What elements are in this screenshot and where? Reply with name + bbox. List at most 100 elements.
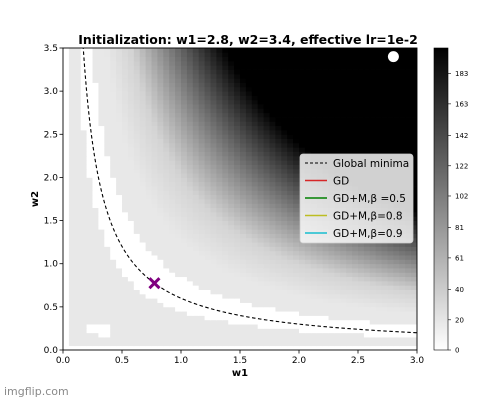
heatmap-cell (163, 104, 170, 109)
heatmap-cell (399, 345, 406, 350)
heatmap-cell (346, 108, 353, 114)
heatmap-cell (133, 280, 141, 286)
heatmap-cell (234, 272, 241, 278)
heatmap-cell (74, 332, 82, 338)
heatmap-cell (80, 276, 87, 282)
heatmap-cell (299, 293, 306, 299)
heatmap-cell (369, 91, 377, 96)
heatmap-cell (175, 181, 182, 187)
heatmap-cell (393, 285, 400, 290)
heatmap-cell (110, 69, 117, 75)
heatmap-cell (175, 60, 182, 66)
heatmap-cell (275, 194, 282, 200)
heatmap-cell (86, 302, 93, 308)
heatmap-cell (287, 199, 294, 204)
heatmap-cell (204, 298, 211, 303)
heatmap-cell (263, 60, 270, 66)
heatmap-cell (405, 319, 412, 325)
heatmap-cell (145, 263, 152, 269)
heatmap-cell (234, 108, 241, 114)
heatmap-cell (340, 250, 347, 256)
heatmap-cell (346, 332, 353, 338)
heatmap-cell (163, 82, 170, 88)
colorbar-tick-label: 81 (455, 224, 464, 232)
heatmap-cell (269, 155, 276, 161)
heatmap-cell (369, 112, 377, 118)
heatmap-cell (92, 186, 99, 191)
heatmap-cell (116, 233, 123, 239)
heatmap-cell (222, 117, 229, 122)
heatmap-cell (145, 138, 152, 144)
heatmap-cell (293, 138, 300, 144)
heatmap-cell (369, 82, 377, 88)
heatmap-cell (334, 268, 341, 273)
heatmap-cell (175, 52, 182, 58)
heatmap-cell (340, 65, 347, 70)
heatmap-cell (63, 319, 70, 325)
heatmap-cell (186, 112, 194, 118)
heatmap-cell (316, 48, 323, 53)
heatmap-cell (257, 302, 264, 308)
heatmap-cell (204, 151, 211, 157)
heatmap-cell (275, 69, 282, 75)
heatmap-cell (275, 125, 282, 131)
heatmap-cell (316, 255, 323, 260)
heatmap-cell (80, 207, 87, 213)
heatmap-cell (405, 272, 412, 278)
heatmap-cell (281, 91, 288, 96)
heatmap-cell (358, 302, 365, 308)
heatmap-cell (216, 104, 223, 109)
heatmap-cell (299, 315, 306, 321)
heatmap-cell (263, 117, 270, 122)
heatmap-cell (116, 134, 123, 139)
heatmap-cell (251, 91, 259, 96)
heatmap-cell (275, 211, 282, 217)
heatmap-cell (68, 255, 76, 260)
heatmap-cell (304, 298, 312, 303)
heatmap-cell (411, 276, 417, 282)
heatmap-cell (169, 298, 176, 303)
heatmap-cell (281, 65, 288, 70)
heatmap-cell (192, 91, 200, 96)
heatmap-cell (116, 69, 123, 75)
heatmap-cell (263, 194, 270, 200)
heatmap-cell (186, 199, 194, 204)
heatmap-cell (110, 56, 117, 62)
heatmap-cell (334, 298, 341, 303)
heatmap-cell (163, 65, 170, 70)
heatmap-cell (133, 207, 141, 213)
heatmap-cell (169, 56, 176, 62)
heatmap-cell (98, 263, 105, 269)
heatmap-cell (304, 324, 312, 329)
heatmap-cell (275, 112, 282, 118)
heatmap-cell (198, 190, 205, 196)
heatmap-cell (328, 121, 335, 127)
heatmap-cell (263, 298, 270, 303)
heatmap-cell (328, 289, 335, 295)
heatmap-cell (127, 302, 135, 308)
heatmap-cell (411, 255, 417, 260)
heatmap-cell (334, 341, 341, 347)
heatmap-cell (328, 332, 335, 338)
heatmap-cell (328, 86, 335, 92)
heatmap-cell (328, 95, 335, 101)
heatmap-cell (169, 324, 176, 329)
heatmap-cell (393, 60, 400, 66)
heatmap-cell (293, 199, 300, 204)
heatmap-cell (216, 315, 223, 321)
heatmap-cell (387, 134, 394, 139)
heatmap-cell (334, 332, 341, 338)
heatmap-cell (328, 298, 335, 303)
heatmap-cell (139, 86, 146, 92)
heatmap-cell (316, 259, 323, 265)
heatmap-cell (68, 78, 76, 83)
heatmap-cell (116, 117, 123, 122)
heatmap-cell (340, 315, 347, 321)
heatmap-cell (186, 298, 194, 303)
heatmap-cell (393, 242, 400, 247)
heatmap-cell (163, 78, 170, 83)
heatmap-cell (234, 211, 241, 217)
heatmap-cell (133, 181, 141, 187)
heatmap-cell (245, 311, 253, 316)
heatmap-cell (299, 82, 306, 88)
